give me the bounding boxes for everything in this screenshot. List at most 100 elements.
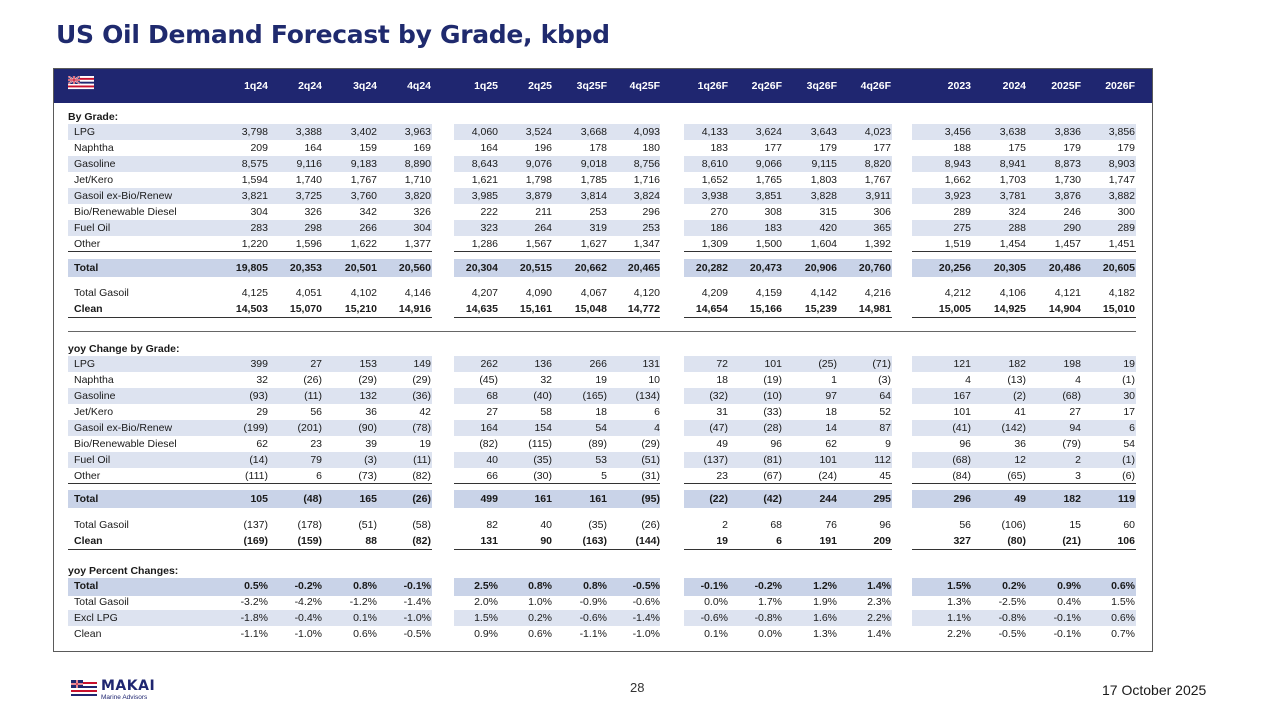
row-shading	[454, 124, 660, 140]
table-cell: (93)	[249, 390, 268, 402]
table-cell: 182	[1063, 493, 1081, 505]
column-header: 2023	[947, 80, 971, 92]
row-shading	[912, 388, 1136, 404]
row-rule	[684, 483, 892, 484]
table-cell: 149	[413, 358, 431, 370]
table-cell: 275	[953, 222, 971, 234]
row-shading	[454, 220, 660, 236]
total-shading	[912, 259, 1136, 277]
table-cell: (42)	[763, 493, 782, 505]
table-cell: (47)	[709, 422, 728, 434]
column-header: 1q24	[244, 80, 268, 92]
table-cell: 3,388	[295, 126, 322, 138]
table-cell: 1,622	[350, 238, 377, 250]
table-cell: 4,106	[999, 287, 1026, 299]
table-cell: (14)	[249, 454, 268, 466]
table-cell: (40)	[533, 390, 552, 402]
row-label: Total	[74, 493, 99, 505]
table-cell: 119	[1118, 493, 1135, 505]
table-cell: (71)	[872, 358, 891, 370]
table-cell: 196	[534, 142, 552, 154]
table-cell: 4,093	[633, 126, 660, 138]
table-cell: (142)	[1001, 422, 1026, 434]
table-cell: 106	[1117, 535, 1135, 547]
row-label: Clean	[74, 303, 103, 315]
table-cell: 68	[770, 519, 782, 531]
row-shading	[912, 188, 1136, 204]
row-label: Total	[74, 580, 99, 592]
table-cell: 1,767	[864, 174, 891, 186]
table-cell: 0.9%	[474, 628, 498, 640]
row-shading	[912, 156, 1136, 172]
table-cell: 4	[965, 374, 971, 386]
table-cell: 45	[879, 470, 891, 482]
table-cell: 54	[595, 422, 607, 434]
table-cell: 0.6%	[353, 628, 377, 640]
table-cell: 1.6%	[813, 612, 837, 624]
table-cell: -0.9%	[579, 596, 607, 608]
table-cell: -0.5%	[998, 628, 1026, 640]
table-cell: 3,820	[404, 190, 431, 202]
table-cell: 105	[250, 493, 268, 505]
table-cell: 15,010	[1102, 303, 1135, 315]
table-cell: (137)	[243, 519, 268, 531]
total-shading	[454, 490, 660, 508]
table-cell: 8,820	[864, 158, 891, 170]
table-cell: 9,076	[525, 158, 552, 170]
table-cell: (82)	[479, 438, 498, 450]
row-label: Naphtha	[74, 142, 114, 154]
row-shading	[454, 356, 660, 372]
table-cell: (29)	[412, 374, 431, 386]
table-cell: -0.1%	[1053, 612, 1081, 624]
table-cell: (36)	[412, 390, 431, 402]
table-cell: 58	[540, 406, 552, 418]
row-shading	[454, 188, 660, 204]
table-cell: 342	[359, 206, 377, 218]
row-label: Jet/Kero	[74, 174, 114, 186]
table-cell: (45)	[479, 374, 498, 386]
table-cell: 14,916	[398, 303, 431, 315]
row-label: Other	[74, 470, 101, 482]
table-cell: 420	[819, 222, 837, 234]
row-rule	[68, 483, 432, 484]
table-cell: 266	[589, 358, 607, 370]
table-cell: 79	[310, 454, 322, 466]
row-label: LPG	[74, 358, 96, 370]
table-cell: 2.2%	[947, 628, 971, 640]
table-cell: 6	[1129, 422, 1135, 434]
table-cell: 262	[480, 358, 498, 370]
table-cell: 8,575	[241, 158, 268, 170]
row-rule	[454, 317, 660, 318]
table-cell: 3,938	[701, 190, 728, 202]
table-cell: (106)	[1001, 519, 1026, 531]
table-cell: 3,725	[295, 190, 322, 202]
table-cell: 20,605	[1102, 262, 1135, 274]
table-cell: 1,377	[404, 238, 431, 250]
table-cell: 1,519	[944, 238, 971, 250]
column-header: 3q26F	[806, 80, 837, 92]
table-cell: 1,621	[471, 174, 498, 186]
table-cell: 182	[1008, 358, 1026, 370]
table-cell: 4,207	[471, 287, 498, 299]
table-cell: 3,798	[241, 126, 268, 138]
table-cell: 66	[486, 470, 498, 482]
table-cell: 0.7%	[1111, 628, 1135, 640]
table-cell: 136	[534, 358, 552, 370]
table-cell: -4.2%	[294, 596, 322, 608]
table-cell: 52	[879, 406, 891, 418]
table-cell: 399	[250, 358, 268, 370]
table-cell: (90)	[358, 422, 377, 434]
table-cell: 14,772	[627, 303, 660, 315]
table-cell: 18	[716, 374, 728, 386]
table-cell: 186	[710, 222, 728, 234]
row-shading	[684, 188, 892, 204]
table-cell: 3,879	[525, 190, 552, 202]
hawaii-flag-icon	[68, 76, 94, 91]
table-cell: 178	[589, 142, 607, 154]
row-label: Clean	[74, 535, 103, 547]
table-cell: 87	[879, 422, 891, 434]
table-cell: 4,209	[701, 287, 728, 299]
table-cell: (29)	[641, 438, 660, 450]
table-cell: 1,703	[999, 174, 1026, 186]
table-cell: 0.1%	[353, 612, 377, 624]
